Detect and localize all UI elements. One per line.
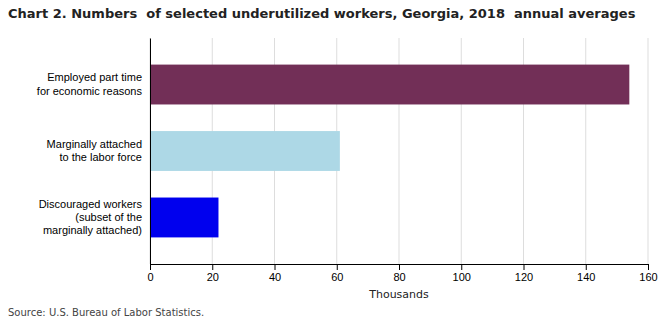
y-tick-label-line: Marginally attached [47, 138, 142, 150]
source-note: Source: U.S. Bureau of Labor Statistics. [8, 307, 204, 318]
y-tick-label-line: to the labor force [59, 151, 142, 163]
y-tick-label-line: (subset of the [75, 211, 142, 223]
x-tick-mark [212, 264, 213, 270]
x-tick-mark [586, 264, 587, 270]
x-tick-label: 40 [269, 271, 281, 283]
y-axis: Discouraged workers(subset of themargina… [37, 39, 151, 265]
x-tick: 160 [639, 264, 657, 283]
x-tick-label: 20 [207, 271, 219, 283]
x-tick-mark [461, 264, 462, 270]
x-tick-label: 160 [639, 271, 657, 283]
grid-line [648, 38, 649, 264]
bar [150, 65, 629, 105]
plot: 0 20 40 60 80 100 120 140 160 Discouraged workers… [37, 38, 658, 283]
y-tick-label: Marginally attachedto the labor force [47, 138, 142, 163]
x-tick-mark [648, 264, 649, 270]
title: Chart 2. Numbers of selected underutiliz… [8, 6, 636, 21]
x-axis-line [151, 265, 649, 271]
bar [150, 198, 218, 238]
x-axis-title: Thousands [368, 288, 429, 301]
x-tick: 140 [577, 264, 595, 283]
x-tick: 20 [207, 264, 219, 283]
x-tick-label: 60 [331, 271, 343, 283]
y-tick-label-line: Discouraged workers [39, 198, 143, 210]
bar [150, 131, 340, 171]
y-tick: Discouraged workers(subset of themargina… [39, 198, 150, 236]
grid [150, 38, 648, 264]
x-tick-mark [337, 264, 338, 270]
y-tick-label: Employed part time for economic reasons [37, 71, 143, 96]
x-tick-mark [399, 264, 400, 270]
y-tick: Marginally attachedto the labor force [47, 138, 150, 163]
x-tick-label: 0 [147, 271, 153, 283]
x-tick: 0 [147, 264, 153, 283]
x-tick-mark [275, 264, 276, 270]
y-tick-label-line: for economic reasons [37, 85, 143, 97]
x-tick-mark [524, 264, 525, 270]
x-tick-label: 140 [577, 271, 595, 283]
x-tick: 80 [393, 264, 405, 283]
x-tick: 40 [269, 264, 281, 283]
chart: Chart 2. Numbers of selected underutiliz… [0, 0, 670, 322]
y-tick-label-line: Employed part time [47, 71, 142, 83]
y-tick: Employed part time for economic reasons [37, 71, 150, 96]
x-tick-label: 100 [453, 271, 471, 283]
x-tick: 100 [453, 264, 471, 283]
x-tick-label: 80 [393, 271, 405, 283]
y-axis-line [150, 39, 151, 265]
x-tick-label: 120 [515, 271, 533, 283]
bars [150, 65, 629, 238]
x-tick-mark [150, 264, 151, 270]
x-axis: 0 20 40 60 80 100 120 140 160 [147, 264, 657, 283]
x-tick: 120 [515, 264, 533, 283]
grid-line [150, 38, 151, 264]
x-tick: 60 [331, 264, 343, 283]
y-tick-label-line: marginally attached) [43, 224, 142, 236]
y-tick-label: Discouraged workers(subset of themargina… [39, 198, 143, 236]
